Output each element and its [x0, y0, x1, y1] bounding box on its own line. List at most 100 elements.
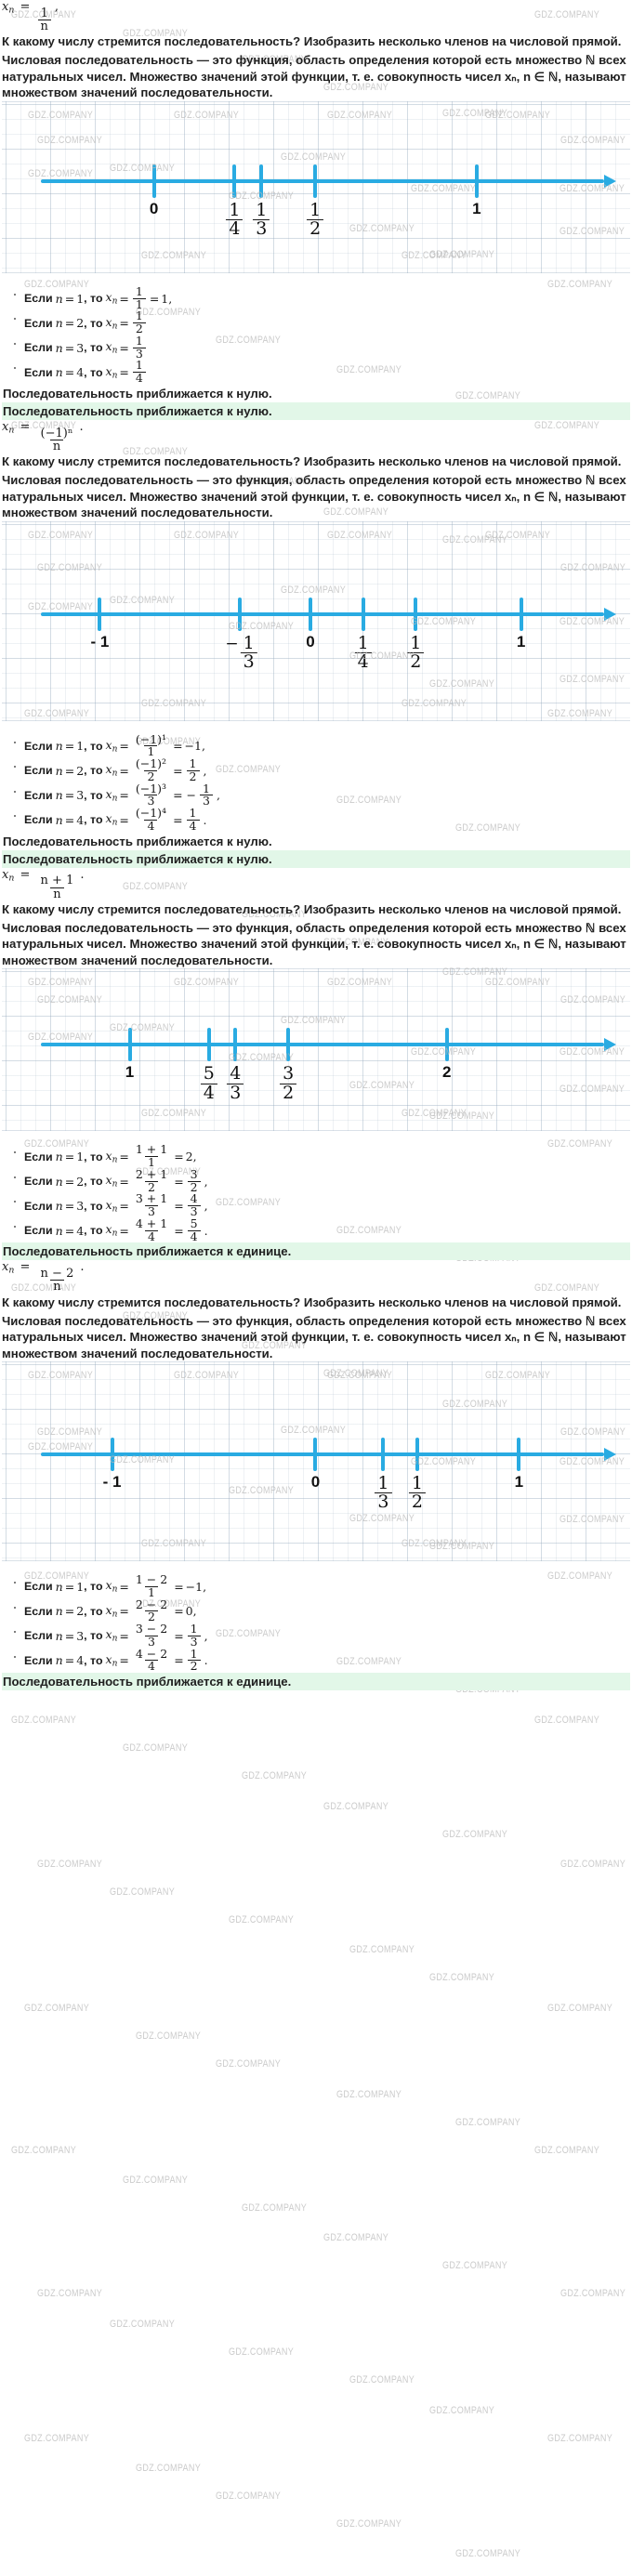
page-watermark-75: GDZ.COMPANY [242, 1770, 308, 1781]
term-equals: = [64, 316, 75, 330]
conclusion-text: Последовательность приближается к нулю. [3, 834, 272, 848]
term-equals-2: = [119, 1628, 129, 1643]
term-x-variable: xn [105, 1627, 118, 1644]
watermark-section-2-d5: GDZ.COMPANY [281, 584, 347, 596]
fraction-denominator: 2 [145, 1610, 158, 1623]
term-lead: Если [24, 292, 53, 305]
fraction-numerator: 5 [190, 1216, 198, 1230]
fraction-numerator: 1 [135, 283, 143, 298]
definition-text: Числовая последовательность — это функци… [2, 53, 626, 100]
tick-label: 0 [306, 632, 315, 651]
term-equals: = [64, 1174, 75, 1189]
fraction-denominator: 3 [227, 1083, 244, 1102]
term-x-subscript: n [112, 1179, 118, 1189]
page-watermark-85: GDZ.COMPANY [547, 2003, 613, 2014]
term-then: , то [84, 1629, 103, 1643]
number-line-arrow-icon [604, 607, 616, 621]
formula-fraction: (−1)ⁿ n [38, 427, 76, 453]
term-equals-2: = [119, 812, 129, 827]
formula-equals: = [16, 1260, 34, 1275]
term-equals-2: = [119, 1223, 129, 1238]
watermark-section-3-d10: GDZ.COMPANY [560, 1084, 625, 1096]
page-watermark-83: GDZ.COMPANY [429, 1972, 495, 1983]
tick-label: 2 [441, 1063, 452, 1082]
page-watermark-90: GDZ.COMPANY [11, 2145, 77, 2156]
question-text: К какому числу стремится последовательно… [2, 901, 622, 916]
term-n-value: 3 [76, 788, 85, 803]
term-n-variable: n [55, 340, 63, 355]
term-equals: = [64, 1223, 75, 1238]
term-n-value: 4 [76, 1223, 85, 1238]
fraction-numerator: 4 − 2 [135, 1646, 168, 1661]
fraction-denominator: 1 [144, 745, 158, 758]
term-x-subscript: n [112, 322, 118, 332]
term-equals: = [64, 1199, 75, 1213]
term-x-variable: xn [105, 1148, 118, 1165]
fraction-numerator: 1 [377, 1473, 389, 1493]
term-row: Если n = 2, то xn = 2 + 1 2 = 3 2, [2, 1168, 630, 1194]
term-n-value: 2 [76, 763, 85, 778]
term-x-variable: xn [105, 363, 118, 381]
watermark-section-4-d6: GDZ.COMPANY [411, 1456, 477, 1467]
term-x-variable: xn [105, 290, 118, 307]
page-watermark-98: GDZ.COMPANY [110, 2319, 176, 2330]
fraction-denominator: 2 [408, 1492, 426, 1511]
page-watermark-72: GDZ.COMPANY [11, 1715, 77, 1726]
page-watermark-91: GDZ.COMPANY [534, 2145, 600, 2156]
term-x-subscript: n [112, 1204, 118, 1215]
term-then: , то [84, 365, 103, 379]
watermark-section-1-d6: GDZ.COMPANY [411, 182, 477, 194]
fraction-numerator: 3 [283, 1063, 295, 1084]
page-watermark-102: GDZ.COMPANY [24, 2433, 90, 2444]
formula-subscript: n [8, 1265, 15, 1276]
term-x-variable: xn [105, 786, 118, 804]
terms-spacer [2, 273, 630, 286]
term-n-value: 1 [76, 291, 85, 306]
watermark-section-2-d8: GDZ.COMPANY [141, 697, 207, 709]
term-x-variable: xn [105, 737, 118, 755]
term-then: , то [84, 1175, 103, 1188]
number-line-arrow-icon [604, 1448, 616, 1461]
term-fraction: (−1)² 2 [133, 757, 169, 783]
fraction-denominator: 3 [187, 1635, 201, 1649]
fraction-denominator: 2 [145, 1180, 158, 1194]
fraction-denominator: 3 [145, 1635, 158, 1649]
term-n-variable: n [55, 1223, 63, 1238]
fraction-numerator: 4 + 1 [135, 1216, 168, 1230]
question-text: К какому числу стремится последовательно… [2, 454, 622, 468]
terms-list-section-3: Если n = 1, то xn = 1 + 1 1 = 2, Если n = 2, то xn… [2, 1142, 630, 1242]
watermark-section-3-d5: GDZ.COMPANY [281, 1015, 347, 1027]
term-lead: Если [24, 813, 53, 827]
fraction-denominator: 4 [144, 819, 158, 833]
number-line-tick [381, 1438, 386, 1471]
fraction-denominator: 2 [307, 219, 324, 238]
formula-variable: xn [2, 1260, 15, 1276]
term-n-variable: n [55, 1628, 63, 1643]
page-watermark-80: GDZ.COMPANY [110, 1886, 176, 1898]
formula-subscript: n [8, 873, 15, 884]
term-result-equals: = [173, 739, 183, 754]
term-result-punct: , [204, 1199, 208, 1213]
formula-subscript: n [8, 5, 15, 16]
fraction-numerator: 1 + 1 [135, 1142, 168, 1157]
term-n-value: 1 [76, 1579, 85, 1594]
terms-list-section-4: Если n = 1, то xn = 1 − 2 1 = −1, Если n = 2, то x… [2, 1573, 630, 1673]
term-result-value: 1, [161, 291, 173, 306]
term-x-subscript: n [112, 1229, 118, 1239]
page-watermark-100: GDZ.COMPANY [349, 2374, 415, 2385]
fraction-denominator: 3 [144, 795, 158, 808]
conclusion-highlighted: Последовательность приближается к нулю. [2, 401, 630, 420]
term-equals-2: = [119, 365, 129, 379]
page-watermark-95: GDZ.COMPANY [442, 2260, 508, 2271]
watermark-section-1-d1: GDZ.COMPANY [174, 109, 240, 121]
term-row: Если n = 1, то xn = (−1)¹ 1 = −1, [2, 733, 630, 759]
